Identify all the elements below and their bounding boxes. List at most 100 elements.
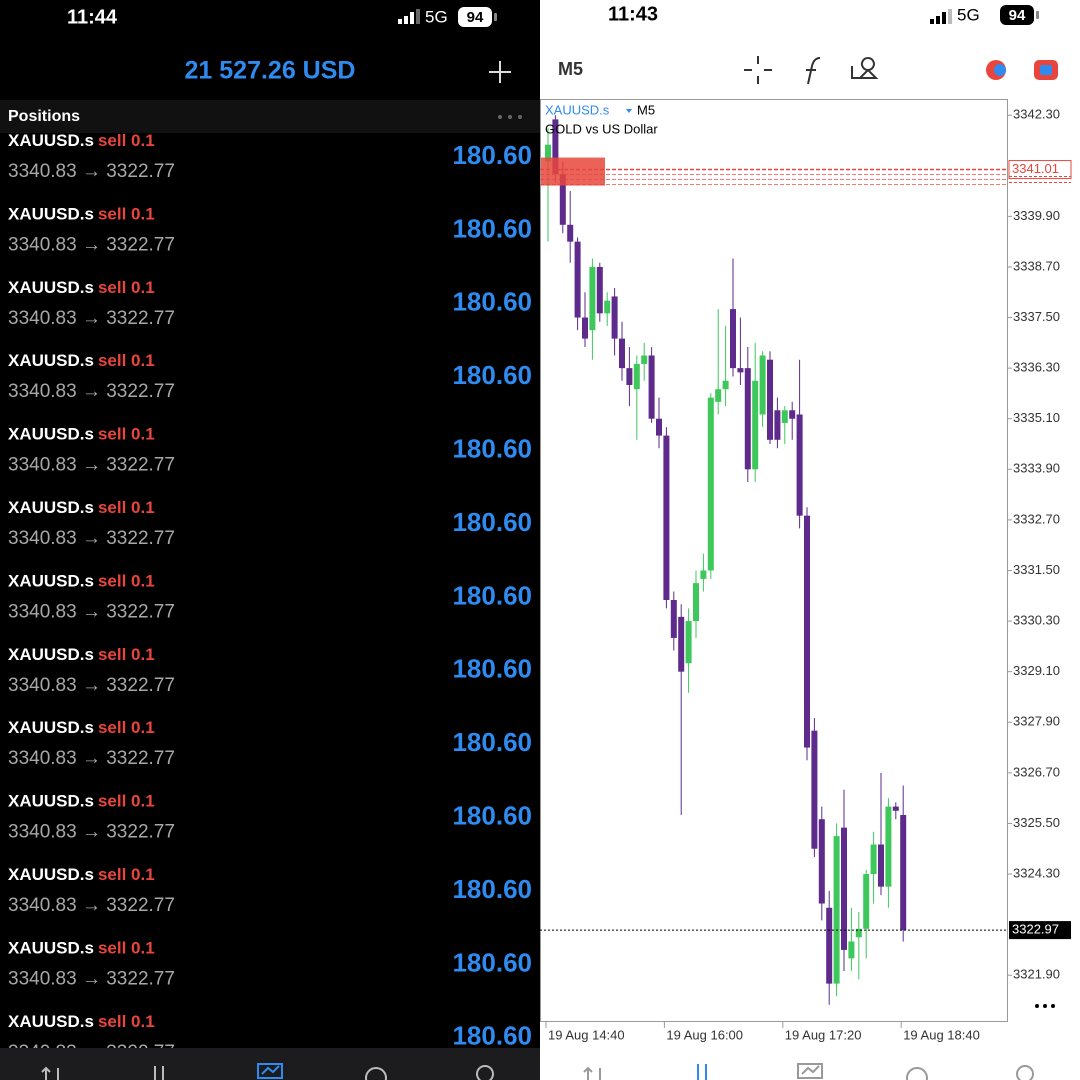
candle-body bbox=[574, 241, 581, 318]
position-side: sell 0.1 bbox=[98, 352, 155, 371]
y-tick-label: 3342.30 bbox=[1013, 107, 1060, 122]
candle-body bbox=[900, 815, 907, 931]
add-button[interactable] bbox=[489, 61, 511, 83]
toolbar-icon[interactable] bbox=[994, 64, 1006, 76]
position-title: XAUUSD.s sell 0.1 bbox=[8, 278, 155, 297]
position-prices: 3340.83 → 3322.77 bbox=[8, 381, 175, 402]
timeframe-button[interactable]: M5 bbox=[558, 59, 583, 79]
y-tick-label: 3327.90 bbox=[1013, 714, 1060, 729]
right-nav-icons[interactable] bbox=[583, 1063, 1034, 1080]
candle-body bbox=[811, 730, 818, 849]
position-profit: 180.60 bbox=[452, 213, 532, 243]
candle-body bbox=[774, 410, 781, 440]
position-title: XAUUSD.s sell 0.1 bbox=[8, 719, 155, 738]
candle-body bbox=[781, 410, 788, 423]
candle-body bbox=[648, 355, 655, 419]
candle-body bbox=[744, 368, 751, 470]
left-nav-icons[interactable] bbox=[41, 1063, 494, 1080]
candle-body bbox=[804, 515, 810, 748]
position-side: sell 0.1 bbox=[98, 498, 155, 517]
position-title: XAUUSD.s sell 0.1 bbox=[8, 939, 155, 958]
position-side: sell 0.1 bbox=[98, 792, 155, 811]
position-side: sell 0.1 bbox=[98, 572, 155, 591]
left-panel bbox=[0, 0, 540, 1080]
candle-body bbox=[678, 616, 685, 672]
status-network: 5G bbox=[425, 7, 448, 26]
toolbar-icons[interactable] bbox=[744, 56, 879, 85]
y-tick-label: 3321.90 bbox=[1013, 967, 1060, 982]
chart-symbol[interactable]: XAUUSD.s bbox=[545, 102, 610, 117]
position-profit: 180.60 bbox=[452, 140, 532, 170]
candle-body bbox=[870, 844, 877, 875]
position-profit: 180.60 bbox=[452, 360, 532, 390]
candle-body bbox=[833, 836, 840, 984]
y-tick-label: 3325.50 bbox=[1013, 815, 1060, 830]
position-title: XAUUSD.s sell 0.1 bbox=[8, 645, 155, 664]
candle-body bbox=[789, 410, 796, 419]
section-menu[interactable] bbox=[498, 115, 522, 119]
position-symbol: XAUUSD.s bbox=[8, 792, 94, 811]
y-tick-label: 3332.70 bbox=[1013, 511, 1060, 526]
battery-icon bbox=[458, 7, 492, 27]
position-profit: 180.60 bbox=[452, 727, 532, 757]
y-tick-label: 3336.30 bbox=[1013, 360, 1060, 375]
position-symbol: XAUUSD.s bbox=[8, 572, 94, 591]
candle-body bbox=[700, 570, 707, 579]
candle-body bbox=[552, 119, 559, 175]
y-tick-label: 3324.30 bbox=[1013, 865, 1060, 880]
status-network: 5G bbox=[957, 5, 980, 24]
candle-body bbox=[604, 300, 611, 314]
candle-body bbox=[596, 266, 603, 314]
position-profit: 180.60 bbox=[452, 800, 532, 830]
candle-body bbox=[841, 827, 847, 950]
position-profit: 180.60 bbox=[452, 654, 532, 684]
position-prices: 3340.83 → 3322.77 bbox=[8, 308, 175, 329]
candle-body bbox=[693, 583, 699, 622]
position-profit: 180.60 bbox=[452, 287, 532, 317]
signal-icon bbox=[930, 9, 952, 24]
candle-body bbox=[589, 266, 596, 331]
position-prices: 3340.83 → 3322.77 bbox=[8, 601, 175, 622]
x-tick-label: 19 Aug 18:40 bbox=[903, 1027, 980, 1042]
y-tick-label: 3333.90 bbox=[1013, 461, 1060, 476]
candle-body bbox=[545, 144, 551, 162]
candle-body bbox=[855, 928, 862, 938]
position-title: XAUUSD.s sell 0.1 bbox=[8, 425, 155, 444]
y-tick-label: 3338.70 bbox=[1013, 258, 1060, 273]
position-prices: 3340.83 → 3322.77 bbox=[8, 455, 175, 476]
position-prices: 3340.83 → 3322.77 bbox=[8, 822, 175, 843]
position-side: sell 0.1 bbox=[98, 425, 155, 444]
y-tick-label: 3326.70 bbox=[1013, 764, 1060, 779]
section-header bbox=[0, 100, 540, 133]
chart-menu[interactable] bbox=[1035, 1004, 1055, 1008]
candle-body bbox=[752, 380, 759, 470]
candle-body bbox=[722, 380, 729, 390]
position-symbol: XAUUSD.s bbox=[8, 352, 94, 371]
plot-area bbox=[540, 115, 1008, 1005]
candle-body bbox=[707, 397, 714, 571]
position-prices: 3340.83 → 3322.77 bbox=[8, 675, 175, 696]
current-price-label: 3322.97 bbox=[1012, 922, 1059, 937]
chart: 3342.30 3339.90 3338.70 3337.50 3336.30 3335.… bbox=[540, 107, 1072, 1042]
chart-description: GOLD vs US Dollar bbox=[545, 121, 658, 136]
candle-body bbox=[759, 355, 766, 415]
symbol-dropdown[interactable] bbox=[626, 109, 632, 113]
candle-body bbox=[885, 806, 892, 887]
position-profit: 180.60 bbox=[452, 433, 532, 463]
toolbar-icon[interactable] bbox=[1040, 65, 1052, 75]
position-symbol: XAUUSD.s bbox=[8, 131, 94, 150]
